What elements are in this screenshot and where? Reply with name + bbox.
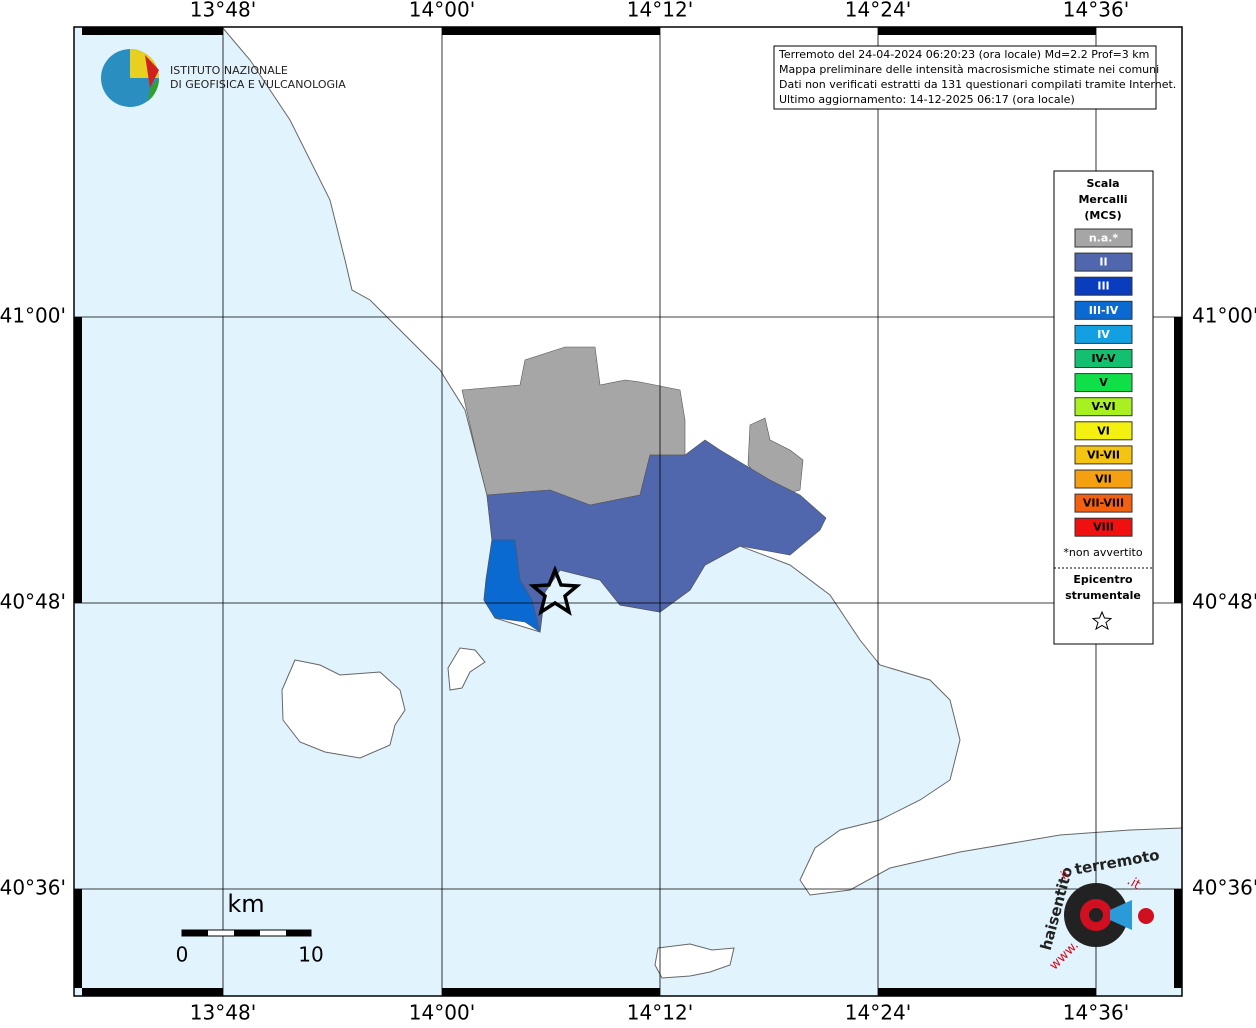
lon-tick-label: 14°00' bbox=[409, 0, 475, 22]
legend-title: (MCS) bbox=[1084, 209, 1121, 222]
site-logo bbox=[1089, 908, 1103, 922]
legend-swatch bbox=[1074, 228, 1133, 248]
legend-swatch bbox=[1074, 276, 1133, 296]
legend-label: IV bbox=[1097, 328, 1110, 341]
legend-title: Mercalli bbox=[1078, 193, 1127, 206]
legend-star bbox=[1091, 610, 1113, 631]
scale-end: 10 bbox=[298, 943, 323, 967]
logo-text: DI GEOFISICA E VULCANOLOGIA bbox=[170, 78, 346, 91]
legend-label: V-VI bbox=[1091, 400, 1115, 413]
info-line: Mappa preliminare delle intensità macros… bbox=[779, 63, 1159, 76]
lon-tick-label: 14°24' bbox=[845, 0, 911, 22]
legend-label: VI bbox=[1097, 424, 1110, 437]
legend-swatch bbox=[1074, 373, 1133, 393]
ischia bbox=[281, 659, 406, 759]
legend-label: IV-V bbox=[1091, 352, 1116, 365]
site-logo bbox=[1138, 908, 1154, 924]
legend-swatch bbox=[1074, 445, 1133, 465]
info-box bbox=[773, 45, 1157, 110]
legend-label: n.a.* bbox=[1089, 232, 1119, 245]
lon-tick-label: 14°36' bbox=[1063, 1001, 1129, 1025]
logo-segment bbox=[148, 78, 160, 101]
capri bbox=[654, 943, 735, 979]
legend-swatch bbox=[1074, 252, 1133, 272]
lon-tick-label: 14°12' bbox=[627, 0, 693, 22]
lat-tick-label: 40°48' bbox=[0, 590, 66, 614]
lat-tick-label: 41°00' bbox=[1192, 304, 1256, 328]
legend-note: *non avvertito bbox=[1063, 546, 1142, 559]
legend-swatch bbox=[1074, 517, 1133, 537]
lon-tick-label: 14°12' bbox=[627, 1001, 693, 1025]
legend-swatch bbox=[1074, 493, 1133, 513]
legend: ScalaMercalli(MCS)n.a.*IIIIIIII-IVIVIV-V… bbox=[1074, 177, 1133, 537]
legend-swatch bbox=[1074, 397, 1133, 417]
lon-tick-label: 14°00' bbox=[409, 1001, 475, 1025]
logo-text: ISTITUTO NAZIONALE bbox=[170, 64, 288, 77]
lat-tick-label: 40°48' bbox=[1192, 590, 1256, 614]
frame-bars bbox=[74, 27, 1182, 996]
lat-tick-label: 40°36' bbox=[0, 876, 66, 900]
scale-start: 0 bbox=[176, 943, 189, 967]
legend-swatch bbox=[1074, 349, 1133, 368]
legend-swatch bbox=[1074, 421, 1133, 441]
lon-tick-label: 14°24' bbox=[845, 1001, 911, 1025]
area-iii-iv bbox=[483, 539, 541, 633]
info-lines: Terremoto del 24-04-2024 06:20:23 (ora l… bbox=[778, 48, 1176, 106]
lon-tick-label: 13°48' bbox=[190, 1001, 256, 1025]
legend-label: III bbox=[1097, 280, 1109, 293]
legend-epicenter: strumentale bbox=[1065, 589, 1141, 602]
legend-label: II bbox=[1099, 256, 1107, 269]
info-line: Dati non verificati estratti da 131 ques… bbox=[779, 78, 1176, 91]
logo-segment bbox=[145, 55, 159, 88]
procida bbox=[447, 647, 486, 691]
lon-tick-label: 14°36' bbox=[1063, 0, 1129, 22]
legend-label: VIII bbox=[1093, 521, 1114, 534]
legend-swatch bbox=[1074, 469, 1133, 489]
lat-tick-label: 40°36' bbox=[1192, 876, 1256, 900]
info-line: Terremoto del 24-04-2024 06:20:23 (ora l… bbox=[778, 48, 1149, 61]
legend-label: III-IV bbox=[1089, 304, 1119, 317]
epicenter bbox=[528, 565, 582, 616]
legend-label: VII-VIII bbox=[1083, 497, 1124, 510]
lat-tick-label: 41°00' bbox=[0, 304, 66, 328]
scale-bar bbox=[181, 929, 312, 937]
legend-swatch bbox=[1074, 324, 1133, 344]
legend-epicenter: Epicentro bbox=[1073, 573, 1133, 586]
legend-label: VI-VII bbox=[1087, 448, 1120, 461]
legend-label: V bbox=[1099, 376, 1108, 389]
legend-title: Scala bbox=[1086, 177, 1119, 190]
scale-unit: km bbox=[227, 890, 264, 918]
legend-swatch bbox=[1074, 300, 1133, 320]
legend-label: VII bbox=[1095, 473, 1112, 486]
lon-tick-label: 13°48' bbox=[190, 0, 256, 22]
site-logo bbox=[1110, 900, 1132, 930]
info-line: Ultimo aggiornamento: 14-12-2025 06:17 (… bbox=[779, 93, 1075, 106]
